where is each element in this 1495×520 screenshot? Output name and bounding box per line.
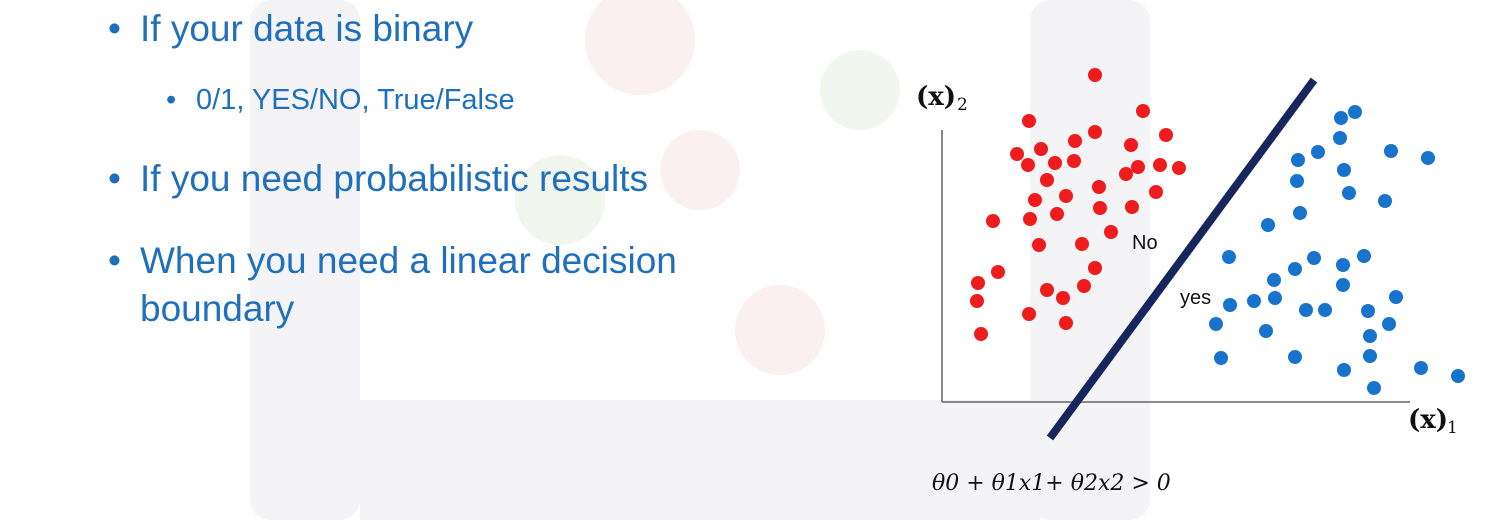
blue-point: [1209, 317, 1223, 331]
blue-point: [1290, 174, 1304, 188]
blue-point: [1336, 258, 1350, 272]
red-point: [1088, 68, 1102, 82]
bullet-binary-examples: • 0/1, YES/NO, True/False: [166, 84, 515, 116]
blue-point: [1378, 194, 1392, 208]
red-point: [1050, 207, 1064, 221]
blue-point: [1307, 251, 1321, 265]
red-point: [1153, 158, 1167, 172]
blue-point: [1223, 298, 1237, 312]
blue-point: [1382, 317, 1396, 331]
blue-point: [1367, 381, 1381, 395]
red-point: [1092, 180, 1106, 194]
region-no-label: No: [1132, 232, 1158, 254]
blue-point: [1451, 369, 1465, 383]
red-point: [1040, 173, 1054, 187]
red-point: [1125, 200, 1139, 214]
red-point: [974, 327, 988, 341]
blue-point: [1361, 304, 1375, 318]
region-yes-label: yes: [1180, 287, 1211, 309]
blue-point: [1363, 329, 1377, 343]
decision-equation: θ0 + θ1x1+ θ2x2 > 0: [932, 471, 1171, 496]
blue-point: [1261, 218, 1275, 232]
red-point: [1131, 160, 1145, 174]
red-point: [1068, 134, 1082, 148]
red-point: [1119, 167, 1133, 181]
bullet-icon: •: [108, 8, 121, 49]
red-point: [1075, 237, 1089, 251]
blue-point: [1389, 290, 1403, 304]
blue-point: [1336, 278, 1350, 292]
red-point: [1077, 279, 1091, 293]
blue-point: [1333, 131, 1347, 145]
blue-point: [1267, 273, 1281, 287]
blue-point: [1259, 324, 1273, 338]
bullet-linear-boundary-cont: boundary: [140, 288, 295, 329]
y-axis-subscript: 2: [957, 95, 968, 115]
blue-point: [1311, 145, 1325, 159]
bullet-icon: •: [108, 240, 121, 281]
blue-point: [1357, 249, 1371, 263]
red-point: [1088, 125, 1102, 139]
red-point: [1022, 114, 1036, 128]
red-point: [1034, 142, 1048, 156]
red-point: [970, 294, 984, 308]
blue-point: [1363, 349, 1377, 363]
blue-point: [1337, 163, 1351, 177]
red-class-points: [970, 68, 1186, 341]
red-point: [1088, 261, 1102, 275]
red-point: [1059, 316, 1073, 330]
blue-point: [1414, 361, 1428, 375]
decision-boundary-line: [1046, 77, 1318, 441]
red-point: [1067, 154, 1081, 168]
blue-class-points: [1209, 105, 1465, 395]
red-point: [1023, 212, 1037, 226]
x-axis-subscript: 1: [1447, 418, 1458, 438]
red-point: [1124, 138, 1138, 152]
red-point: [986, 214, 1000, 228]
blue-point: [1288, 262, 1302, 276]
blue-point: [1384, 144, 1398, 158]
blue-point: [1299, 303, 1313, 317]
bullet-probabilistic: • If you need probabilistic results: [108, 156, 648, 202]
blue-point: [1288, 350, 1302, 364]
blue-point: [1334, 111, 1348, 125]
red-point: [1149, 185, 1163, 199]
x-axis-label: (x): [1408, 405, 1448, 435]
red-point: [1093, 201, 1107, 215]
red-point: [1059, 189, 1073, 203]
bullet-icon: •: [166, 84, 177, 116]
blue-point: [1342, 186, 1356, 200]
red-point: [1021, 158, 1035, 172]
red-point: [1022, 307, 1036, 321]
red-point: [1010, 147, 1024, 161]
red-point: [1032, 238, 1046, 252]
bullet-binary-data: • If your data is binary: [108, 6, 473, 52]
blue-point: [1421, 151, 1435, 165]
blue-point: [1291, 153, 1305, 167]
blue-point: [1348, 105, 1362, 119]
blue-point: [1318, 303, 1332, 317]
blue-point: [1337, 363, 1351, 377]
red-point: [991, 265, 1005, 279]
red-point: [971, 276, 985, 290]
red-point: [1048, 156, 1062, 170]
red-point: [1056, 291, 1070, 305]
bullet-linear-boundary: • When you need a linear decision: [108, 238, 677, 284]
red-point: [1104, 225, 1118, 239]
blue-point: [1222, 250, 1236, 264]
red-point: [1028, 193, 1042, 207]
red-point: [1172, 161, 1186, 175]
red-point: [1159, 128, 1173, 142]
blue-point: [1268, 291, 1282, 305]
blue-point: [1293, 206, 1307, 220]
bullet-icon: •: [108, 158, 121, 199]
blue-point: [1214, 351, 1228, 365]
blue-point: [1247, 294, 1261, 308]
red-point: [1136, 104, 1150, 118]
red-point: [1040, 283, 1054, 297]
y-axis-label: (x): [916, 82, 956, 112]
